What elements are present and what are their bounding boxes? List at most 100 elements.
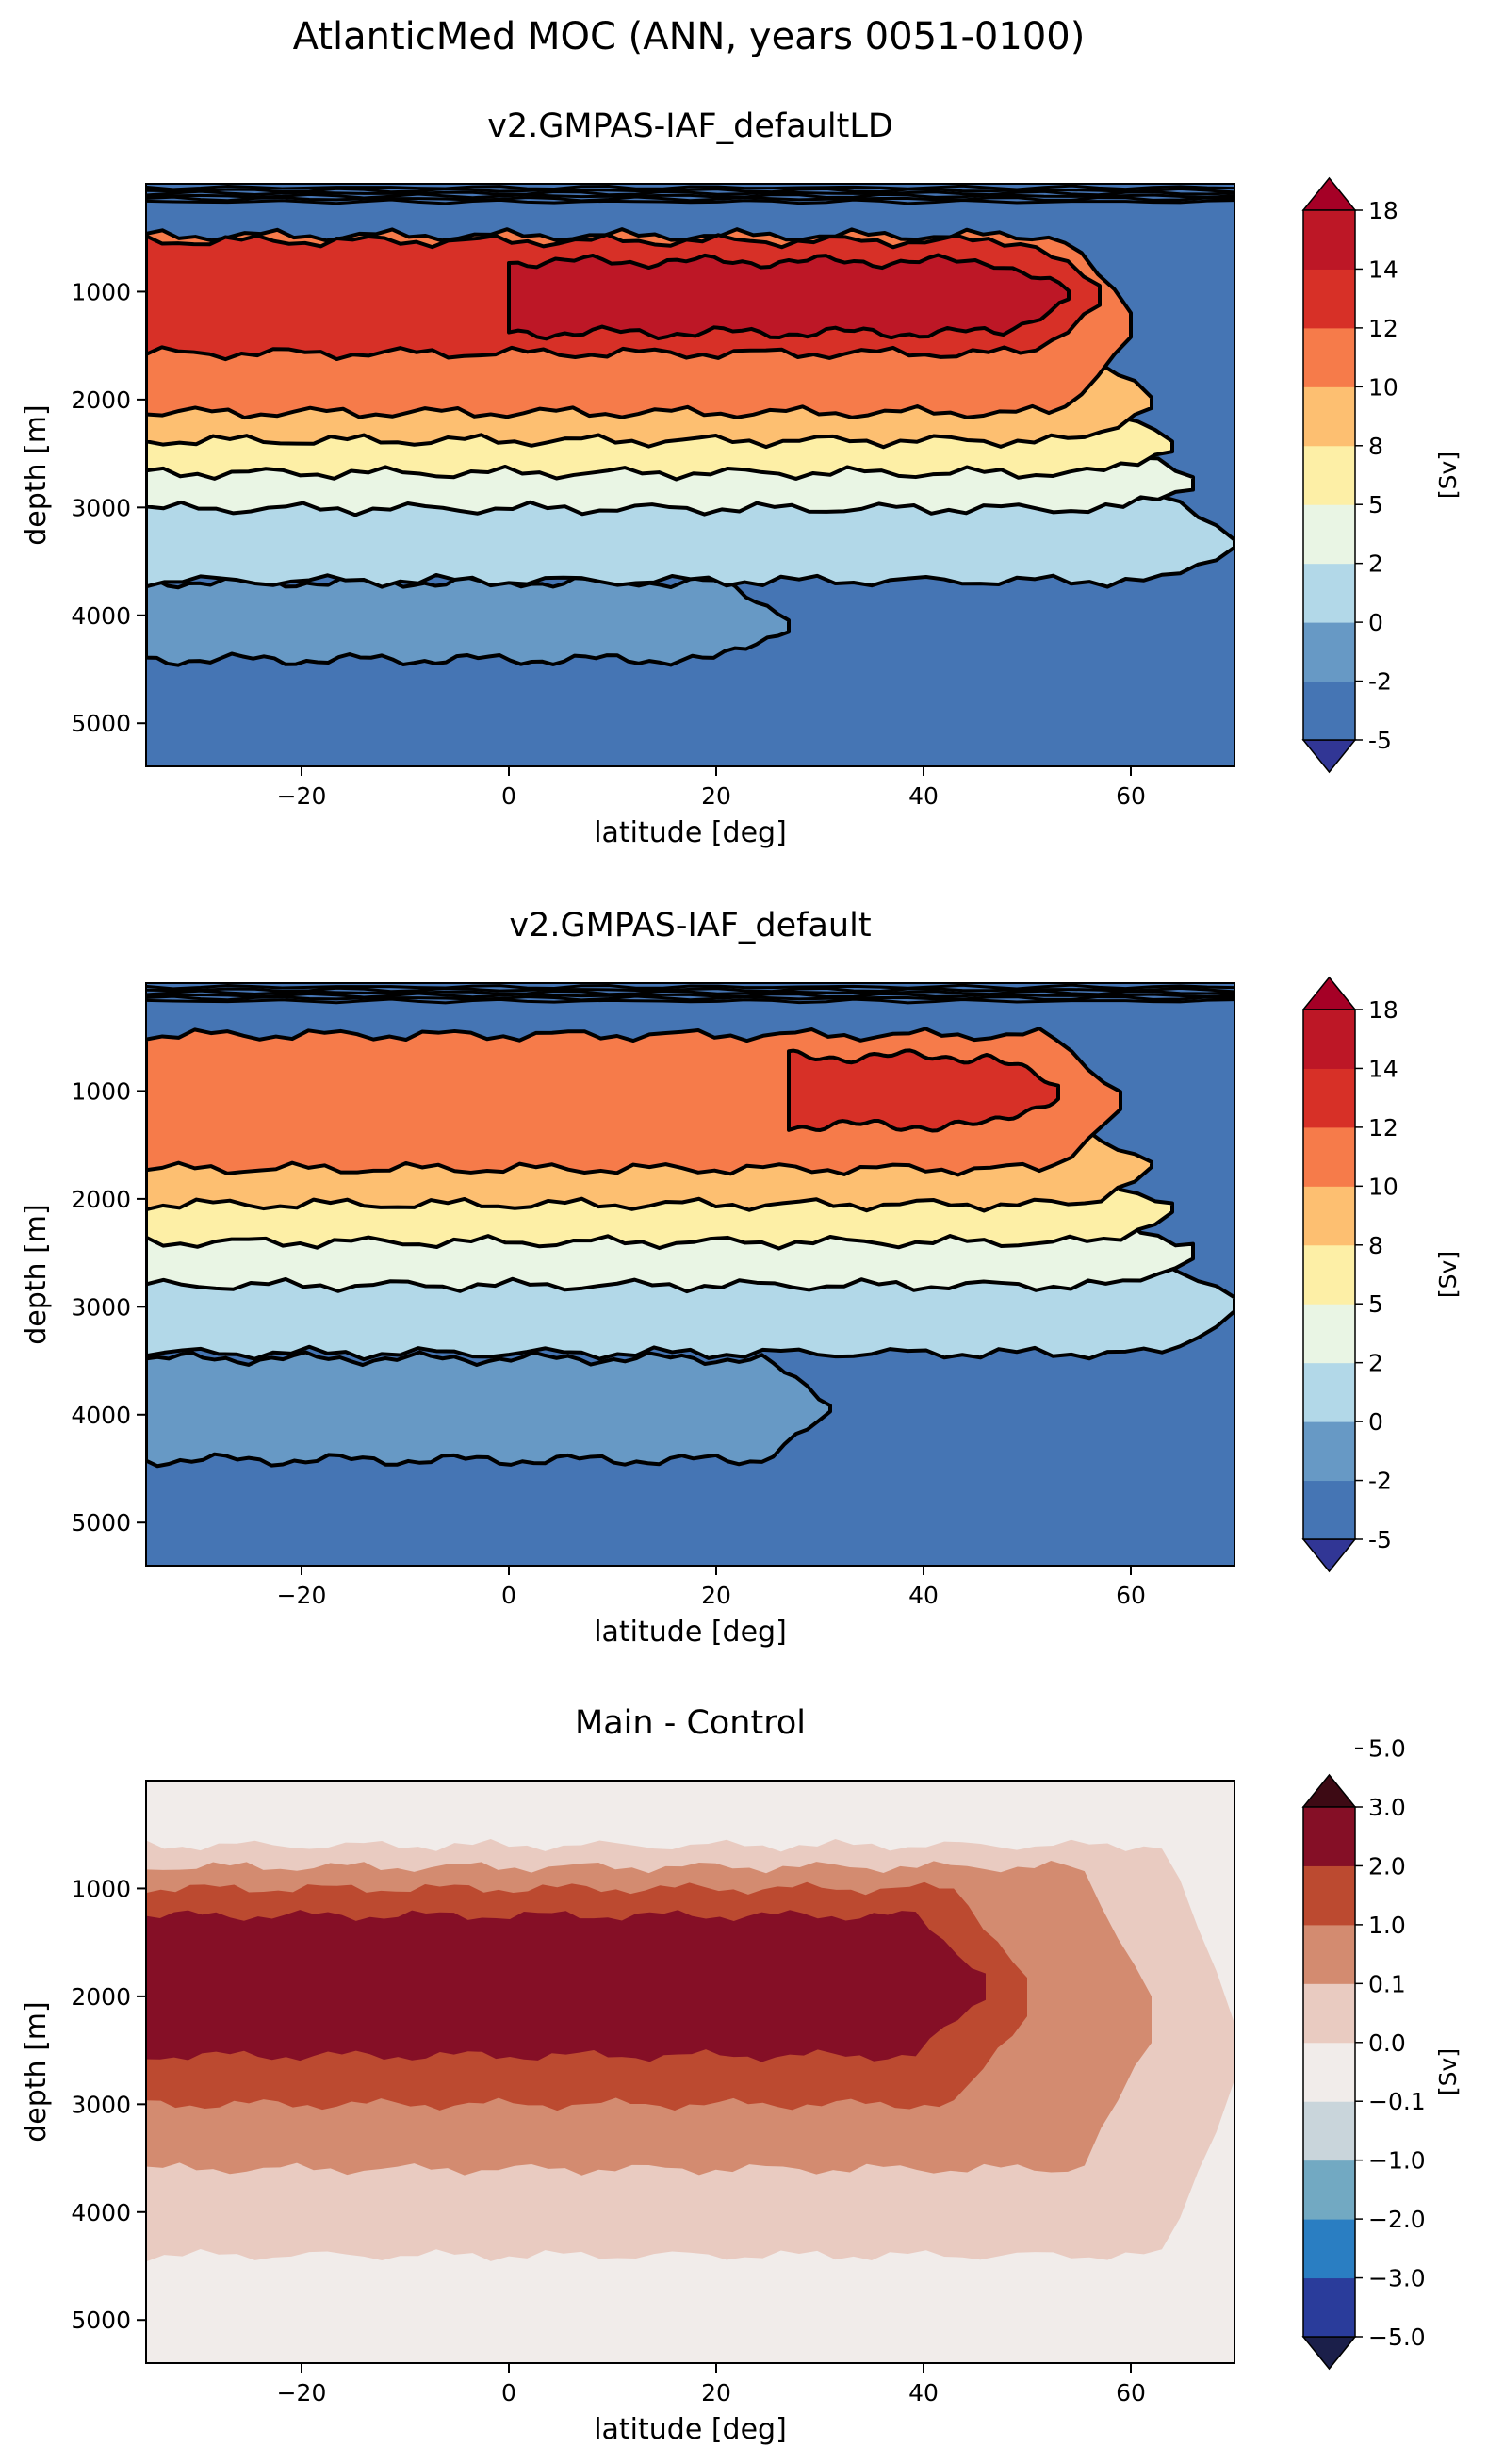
colorbar: -5 -2 0 2 5 8 10 12 14 18 [Sv]: [1301, 976, 1462, 1573]
colorbar-tick-label: −2.0: [1368, 2206, 1426, 2233]
x-tick-label: 40: [908, 1582, 939, 1609]
colorbar-tick-label: 8: [1368, 433, 1383, 460]
colorbar-segment: [1303, 681, 1355, 741]
y-tick-label: 5000: [71, 2307, 131, 2334]
colorbar-segment: [1303, 1924, 1355, 1984]
colorbar-segment: [1303, 622, 1355, 682]
y-axis-label: depth [m]: [20, 2001, 53, 2143]
colorbar-label: [Sv]: [1434, 1251, 1462, 1298]
colorbar-tick-label: 0.1: [1368, 1970, 1406, 1997]
plot-area: [146, 983, 1234, 1566]
colorbar-segment: [1303, 210, 1355, 270]
colorbar-label: [Sv]: [1434, 2048, 1462, 2095]
colorbar-segment: [1303, 1807, 1355, 1866]
axes-frame: [145, 1780, 1235, 2364]
y-tick-label: 1000: [71, 278, 131, 305]
colorbar-segment: [1303, 1304, 1355, 1364]
contour-band: [787, 1048, 1060, 1133]
surface-contour: [146, 983, 1234, 991]
colorbar-segment: [1303, 2160, 1355, 2220]
colorbar-segment: [1303, 1068, 1355, 1128]
colorbar-tick-label: 0: [1368, 1408, 1383, 1436]
y-tick-label: 5000: [71, 710, 131, 737]
x-tick-label: −20: [277, 782, 327, 810]
colorbar-label: [Sv]: [1434, 452, 1462, 499]
y-tick-label: 3000: [71, 2091, 131, 2118]
colorbar-tick-label: 3.0: [1368, 1794, 1406, 1821]
colorbar: −5.0 −3.0 −2.0 −1.0 −0.1 0.0 0.1 1.0 2.0 3.0 5.0 [S…: [1301, 1735, 1462, 2371]
colorbar-segment: [1303, 1865, 1355, 1926]
surface-contour: [146, 189, 1234, 197]
colorbar-under-triangle: [1301, 2336, 1357, 2371]
y-tick-label: 2000: [71, 386, 131, 414]
x-tick-label: 60: [1116, 2379, 1146, 2407]
colorbar-tick-label: -5: [1368, 1526, 1392, 1553]
colorbar-segment: [1303, 1010, 1355, 1069]
surface-contour: [146, 997, 1234, 1005]
surface-contour: [146, 994, 1234, 1002]
surface-contour: [146, 184, 1234, 191]
colorbar-tick-label: 2: [1368, 550, 1383, 578]
colorbar-tick-label: −0.1: [1368, 2088, 1426, 2115]
y-tick-label: 4000: [71, 1402, 131, 1429]
surface-contour: [146, 198, 1234, 205]
colorbar-under-triangle: [1301, 739, 1357, 774]
surface-contour: [146, 187, 1234, 194]
colorbar-tick-label: 2.0: [1368, 1852, 1406, 1880]
x-axis-label: latitude [deg]: [594, 1616, 787, 1649]
surface-contour: [146, 195, 1234, 203]
colorbar-segment: [1303, 1244, 1355, 1305]
colorbar-tick-label: 18: [1368, 996, 1398, 1024]
colorbar-segment: [1303, 1186, 1355, 1246]
panel-title: Main - Control: [575, 1704, 806, 1742]
colorbar-tick-label: 5: [1368, 491, 1383, 518]
plot-area: [146, 1781, 1234, 2363]
contour-band: [146, 1910, 986, 2062]
y-tick-label: 1000: [71, 1875, 131, 1902]
chart-panel-3: Main - Control −20 0 20 40 60 1000 2000 3000 4000…: [20, 1704, 1462, 2446]
colorbar-tick-label: 14: [1368, 1055, 1398, 1082]
x-tick-label: 0: [501, 782, 516, 810]
surface-contour: [146, 989, 1234, 996]
colorbar-tick-label: 12: [1368, 1114, 1398, 1142]
colorbar-tick-label: 0.0: [1368, 2029, 1406, 2057]
colorbar-segment: [1303, 386, 1355, 447]
x-tick-label: 0: [501, 1582, 516, 1609]
colorbar-tick-label: 5: [1368, 1290, 1383, 1318]
colorbar-tick-label: 12: [1368, 315, 1398, 342]
colorbar-tick-label: 0: [1368, 609, 1383, 636]
contour-band: [146, 574, 791, 667]
colorbar-segment: [1303, 504, 1355, 565]
x-tick-label: 20: [701, 1582, 731, 1609]
x-tick-label: 20: [701, 782, 731, 810]
contour-band: [507, 253, 1071, 341]
x-axis-label: latitude [deg]: [594, 2413, 787, 2446]
colorbar-frame: [1302, 209, 1356, 741]
colorbar-over-triangle: [1301, 976, 1357, 1010]
colorbar-segment: [1303, 1983, 1355, 2044]
colorbar-segment: [1303, 1362, 1355, 1422]
colorbar-over-triangle: [1301, 176, 1357, 211]
colorbar-tick-label: 10: [1368, 373, 1398, 401]
colorbar-segment: [1303, 2219, 1355, 2279]
colorbar-tick-label: -5: [1368, 727, 1392, 754]
colorbar-segment: [1303, 269, 1355, 329]
y-tick-label: 3000: [71, 1293, 131, 1321]
y-tick-label: 5000: [71, 1509, 131, 1536]
colorbar-segment: [1303, 1126, 1355, 1187]
y-axis-label: depth [m]: [20, 404, 53, 546]
panel-title: v2.GMPAS-IAF_defaultLD: [487, 107, 893, 145]
colorbar-tick-label: 1.0: [1368, 1912, 1406, 1939]
colorbar: -5 -2 0 2 5 8 10 12 14 18 [Sv]: [1301, 176, 1462, 774]
colorbar-tick-label: 14: [1368, 255, 1398, 283]
colorbar-over-triangle: [1301, 1773, 1357, 1808]
x-tick-label: 40: [908, 782, 939, 810]
colorbar-tick-label: 8: [1368, 1232, 1383, 1259]
chart-panel-2: v2.GMPAS-IAF_default−20 0 20 40 601000200030…: [20, 907, 1462, 1649]
colorbar-under-triangle: [1301, 1538, 1357, 1573]
y-tick-label: 1000: [71, 1077, 131, 1105]
figure-title: AtlanticMed MOC (ANN, years 0051-0100): [293, 15, 1086, 58]
chart-panel-1: v2.GMPAS-IAF_defaultLD−20 0 20 40 6010002000…: [20, 107, 1462, 849]
x-tick-label: −20: [277, 2379, 327, 2407]
